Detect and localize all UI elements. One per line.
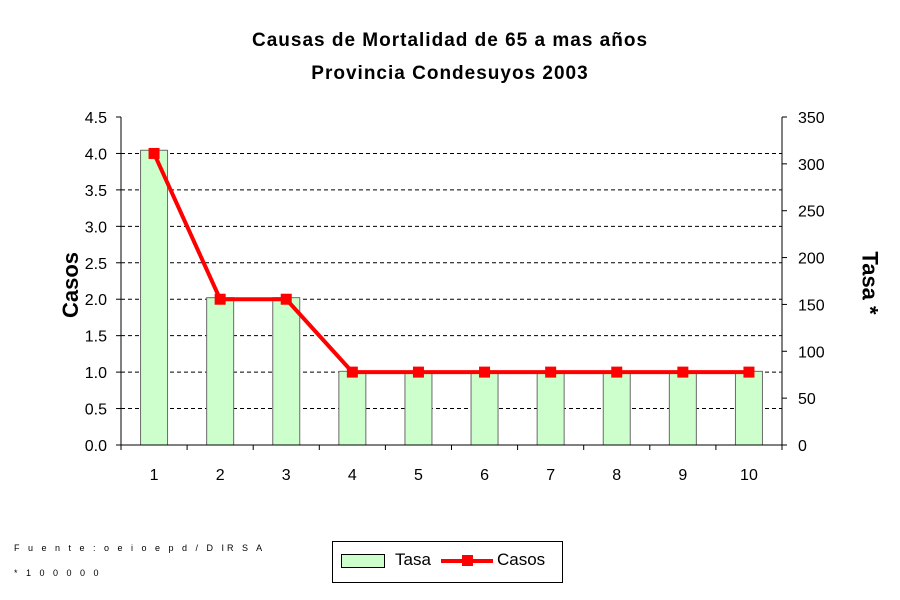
y-tick-label-right: 350 [798, 110, 825, 127]
y-tick-label-left: 2.5 [85, 256, 107, 273]
point-casos [280, 293, 292, 305]
bar-tasa [404, 370, 433, 446]
x-tick-label: 9 [678, 467, 687, 484]
legend: Tasa Casos [332, 541, 563, 583]
x-tick-label: 8 [612, 467, 621, 484]
point-casos [743, 366, 755, 378]
y-axis-label-left: Casos [58, 251, 84, 319]
y-tick-label-left: 2.0 [85, 292, 107, 309]
y-tick-label-left: 1.5 [85, 329, 107, 346]
point-casos [677, 366, 689, 378]
y-tick-label-left: 3.0 [85, 219, 107, 236]
x-tick-label: 7 [546, 467, 555, 484]
point-casos [148, 147, 160, 159]
y-tick-label-right: 200 [798, 251, 825, 268]
point-casos [214, 293, 226, 305]
y-tick-label-left: 4.0 [85, 146, 107, 163]
point-casos [611, 366, 623, 378]
bar-tasa [668, 370, 697, 446]
bar-tasa [536, 370, 565, 446]
y-tick-label-right: 150 [798, 297, 825, 314]
y-tick-label-left: 1.0 [85, 365, 107, 382]
bar-tasa [140, 149, 169, 446]
x-tick-label: 4 [348, 467, 357, 484]
bar-tasa [734, 370, 763, 446]
point-casos [545, 366, 557, 378]
rate-footnote: * 1 0 0 0 0 0 [14, 568, 102, 578]
x-tick-label: 3 [282, 467, 291, 484]
x-tick-label: 10 [740, 467, 758, 484]
legend-label-casos: Casos [497, 550, 546, 569]
y-axis-label-right: Tasa * [857, 251, 883, 315]
x-tick-label: 1 [150, 467, 159, 484]
y-tick-label-left: 4.5 [85, 110, 107, 127]
point-casos [412, 366, 424, 378]
y-tick-label-right: 300 [798, 157, 825, 174]
y-tick-label-right: 0 [798, 438, 807, 455]
y-tick-label-right: 250 [798, 204, 825, 221]
line-casos [152, 152, 749, 375]
bar-tasa [272, 297, 301, 446]
source-note: F u e n t e : o e i o e p d / D IR S A [14, 543, 266, 553]
chart-subtitle: Provincia Condesuyos 2003 [311, 63, 589, 84]
point-casos [346, 366, 358, 378]
y-tick-label-right: 100 [798, 344, 825, 361]
y-tick-label-left: 3.5 [85, 183, 107, 200]
legend-marker-casos [462, 555, 473, 566]
chart-title: Causas de Mortalidad de 65 a mas años [251, 30, 649, 51]
legend-label-tasa: Tasa [395, 550, 431, 569]
x-tick-label: 6 [480, 467, 489, 484]
point-casos [479, 366, 491, 378]
bar-tasa [470, 370, 499, 446]
y-tick-label-right: 50 [798, 391, 816, 408]
bar-tasa [602, 370, 631, 446]
x-tick-label: 5 [414, 467, 423, 484]
y-tick-label-left: 0.0 [85, 438, 107, 455]
legend-swatch-tasa [341, 554, 385, 568]
bar-tasa [338, 370, 367, 446]
bar-tasa [206, 297, 235, 446]
y-tick-label-left: 0.5 [85, 402, 107, 419]
x-tick-label: 2 [216, 467, 225, 484]
